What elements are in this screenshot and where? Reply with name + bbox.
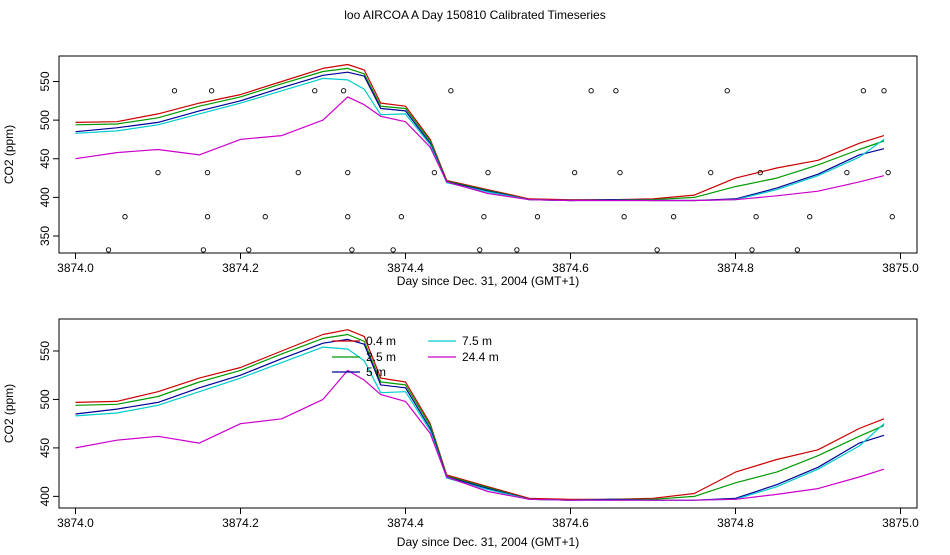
- marker-point: [571, 170, 578, 176]
- plot-area: [75, 63, 895, 253]
- marker-point: [534, 214, 541, 220]
- marker-point: [724, 88, 730, 94]
- legend-label: 24.4 m: [462, 350, 499, 364]
- legend-label: 0.4 m: [366, 334, 396, 348]
- y-axis-label: CO2 (ppm): [2, 384, 16, 443]
- y-tick-label: 500: [38, 110, 52, 130]
- marker-point: [613, 88, 619, 94]
- marker-point: [262, 214, 268, 220]
- panel-2: 3874.0 3874.2 3874.4 3874.6 3874.8 3875.0 400 4…: [2, 318, 919, 549]
- y-tick-label: 400: [38, 486, 52, 506]
- marker-point: [349, 247, 355, 253]
- marker-point: [889, 214, 895, 220]
- marker-point: [122, 214, 128, 220]
- marker-point: [753, 214, 759, 220]
- marker-point: [345, 170, 351, 176]
- y-tick-label: 550: [38, 341, 52, 361]
- series-line-2-5-m: [75, 333, 885, 501]
- series-line-7-5-m: [75, 77, 885, 202]
- series-line-7-5-m: [75, 346, 885, 501]
- marker-point: [617, 170, 623, 176]
- marker-point: [621, 214, 627, 220]
- y-tick-label: 450: [38, 438, 52, 458]
- marker-point: [881, 88, 887, 94]
- marker-point: [171, 88, 178, 94]
- marker-point: [708, 170, 714, 176]
- marker-point: [860, 88, 867, 94]
- x-tick-label: 3874.4: [387, 261, 424, 275]
- x-tick-label: 3875.0: [882, 261, 919, 275]
- x-tick-label: 3874.2: [222, 516, 259, 530]
- x-axis-label: Day since Dec. 31, 2004 (GMT+1): [397, 274, 579, 288]
- x-tick-label: 3874.2: [222, 261, 259, 275]
- marker-point: [390, 247, 396, 253]
- legend-label: 2.5 m: [366, 350, 396, 364]
- y-tick-label: 500: [38, 389, 52, 409]
- marker-point: [105, 247, 112, 253]
- chart-title: loo AIRCOA A Day 150810 Calibrated Times…: [344, 8, 605, 22]
- marker-point: [670, 214, 677, 220]
- x-tick-label: 3875.0: [882, 516, 919, 530]
- x-tick-label: 3874.4: [387, 516, 424, 530]
- marker-point: [757, 170, 763, 176]
- legend-label: 7.5 m: [462, 334, 492, 348]
- marker-point: [844, 170, 850, 176]
- marker-point: [295, 170, 301, 176]
- marker-point: [588, 88, 594, 94]
- marker-point: [654, 247, 660, 253]
- marker-point: [340, 88, 347, 94]
- x-tick-label: 3874.0: [57, 516, 94, 530]
- x-tick-label: 3874.8: [717, 516, 754, 530]
- marker-point: [398, 214, 405, 220]
- panel-1: 3874.0 3874.2 3874.4 3874.6 3874.8 3875.0 350 4…: [2, 55, 919, 288]
- plot-area: [75, 329, 885, 501]
- marker-point: [345, 214, 351, 220]
- marker-point: [448, 88, 454, 94]
- marker-point: [794, 247, 801, 253]
- marker-point: [204, 170, 211, 176]
- legend-label: 5 m: [366, 365, 386, 379]
- plot-frame: [58, 55, 918, 254]
- x-tick-label: 3874.6: [552, 516, 589, 530]
- x-tick-label: 3874.6: [552, 261, 589, 275]
- marker-point: [204, 214, 211, 220]
- marker-point: [749, 247, 755, 253]
- marker-point: [885, 170, 891, 176]
- series-line-24-4-m: [75, 369, 885, 501]
- marker-point: [208, 88, 215, 94]
- marker-point: [807, 214, 813, 220]
- x-tick-label: 3874.8: [717, 261, 754, 275]
- legend: 0.4 m 2.5 m5 m 7.5 m 24.4 m: [332, 334, 499, 379]
- x-axis-label: Day since Dec. 31, 2004 (GMT+1): [397, 535, 579, 549]
- marker-point: [312, 88, 318, 94]
- marker-point: [477, 247, 483, 253]
- series-line-2-5-m: [75, 67, 885, 202]
- marker-point: [485, 170, 491, 176]
- marker-point: [200, 247, 207, 253]
- marker-point: [155, 170, 161, 176]
- series-line-0-4-m: [75, 63, 885, 201]
- y-tick-label: 350: [38, 226, 52, 246]
- y-tick-label: 450: [38, 148, 52, 168]
- y-axis-label: CO2 (ppm): [2, 125, 16, 184]
- series-line-24-4-m: [75, 96, 885, 202]
- x-tick-label: 3874.0: [57, 261, 94, 275]
- marker-point: [481, 214, 487, 220]
- plot-frame: [58, 318, 918, 509]
- y-tick-label: 400: [38, 187, 52, 207]
- marker-point: [514, 247, 520, 253]
- marker-point: [246, 247, 252, 253]
- marker-point: [431, 170, 438, 176]
- y-tick-label: 550: [38, 71, 52, 91]
